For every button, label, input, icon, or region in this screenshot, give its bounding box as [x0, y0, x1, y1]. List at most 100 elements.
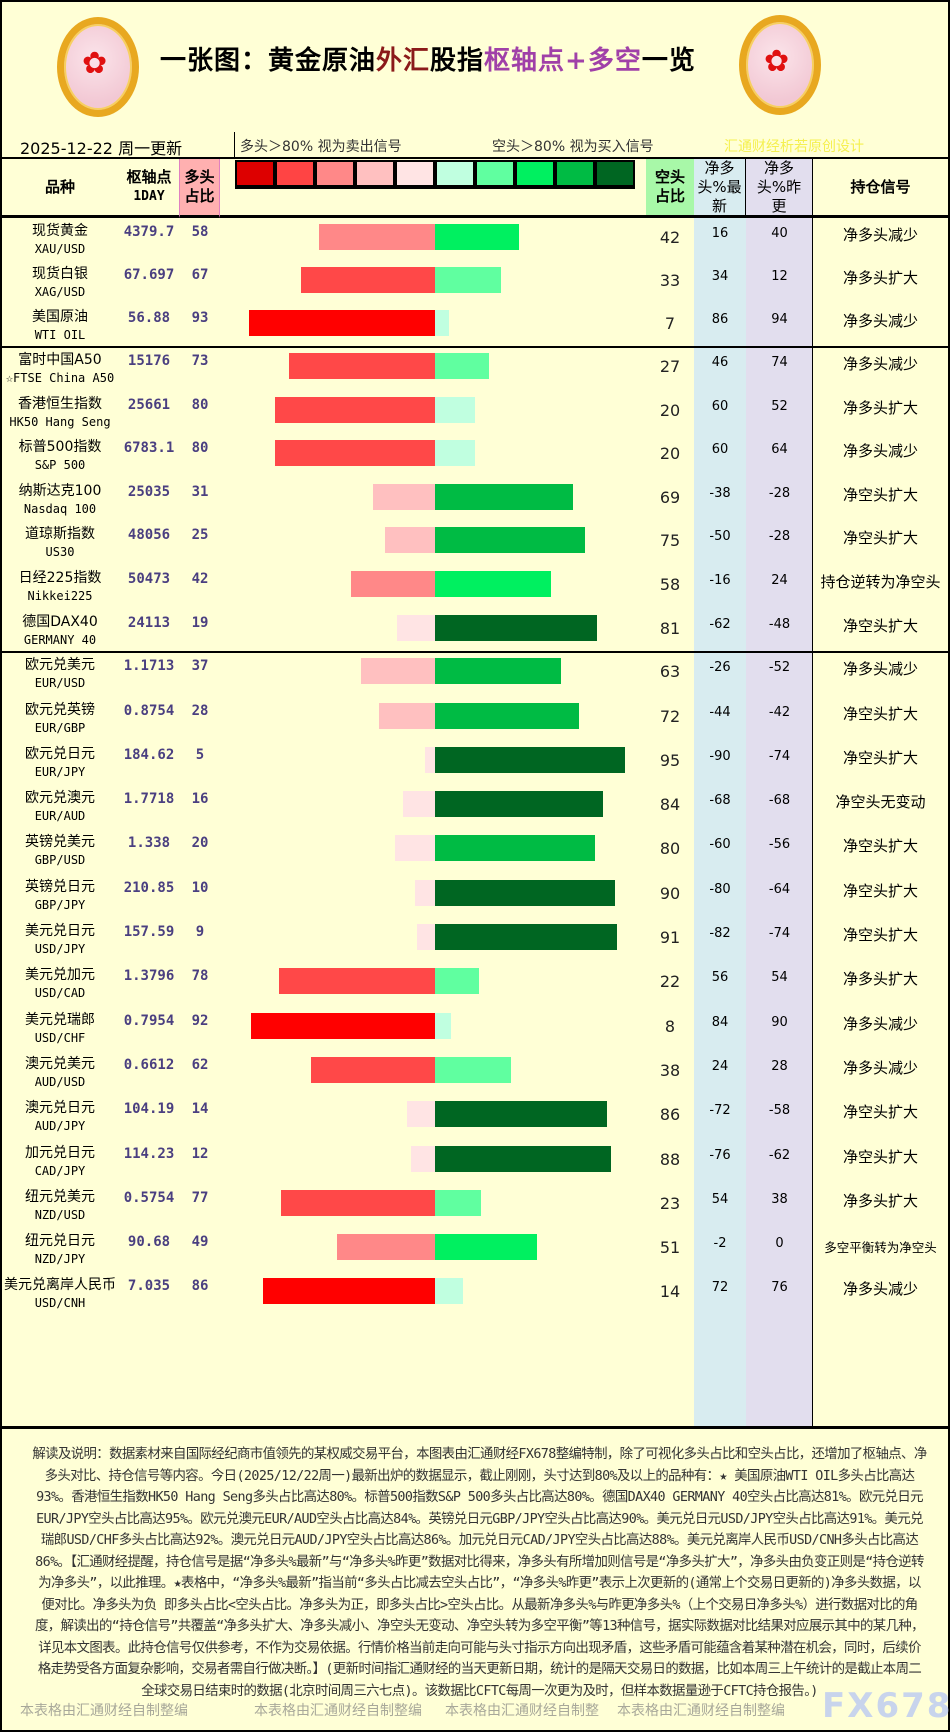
- net-long-latest: 34: [711, 269, 729, 284]
- header-pivot-sub: 1DAY: [133, 189, 165, 204]
- table-row: 美元兑瑞郎 USD/CHF 0.7954 92 8 84 90 净多头减少: [2, 1007, 948, 1051]
- net-long-latest: 56: [711, 970, 729, 986]
- logo-left: ✿: [57, 17, 139, 117]
- legend-swatch: [235, 160, 275, 189]
- net-long-prev: 76: [771, 1280, 788, 1296]
- position-signal: 净多头减少: [842, 660, 918, 679]
- short-ratio: 51: [659, 1238, 681, 1258]
- long-bar: [279, 968, 435, 995]
- position-signal: 净空头扩大: [842, 1103, 918, 1122]
- long-ratio: 37: [191, 658, 209, 675]
- instrument-code: CAD/JPY: [34, 1163, 86, 1178]
- title-part: 股指: [430, 46, 485, 76]
- position-signal: 净多头减少: [842, 312, 918, 330]
- short-bar: [435, 835, 595, 862]
- instrument-cn: 欧元兑美元: [25, 657, 95, 674]
- pivot-value: 56.88: [127, 310, 171, 326]
- net-long-prev: -42: [768, 704, 791, 720]
- instrument-name: 美元兑加元 USD/CAD: [2, 962, 118, 1002]
- short-bar: [435, 924, 617, 950]
- instrument-cn: 美元兑日元: [25, 923, 95, 939]
- flower-icon: ✿: [764, 44, 790, 79]
- instrument-name: 美国原油 WTI OIL: [2, 304, 118, 344]
- net-latest-column-bg: [694, 218, 746, 1426]
- instrument-cn: 纽元兑美元: [25, 1188, 95, 1205]
- net-long-latest: -90: [709, 748, 731, 764]
- position-signal: 净多头扩大: [842, 970, 918, 989]
- net-long-prev: -52: [768, 660, 791, 676]
- table-row: 欧元兑澳元 EUR/AUD 1.7718 16 84 -68 -68 净空头无变动: [2, 785, 948, 829]
- instrument-cn: 富时中国A50: [18, 352, 102, 368]
- instrument-name: 纽元兑美元 NZD/USD: [2, 1184, 118, 1224]
- instrument-code: USD/JPY: [34, 942, 86, 956]
- short-bar: [435, 483, 573, 510]
- position-signal: 净空头扩大: [842, 881, 918, 900]
- title-part: 一张图：黄金原油: [160, 46, 377, 76]
- table-row: 富时中国A50 ☆FTSE China A50 15176 73 27 46 74 净多头减少: [2, 347, 948, 391]
- instrument-name: 标普500指数 S&P 500: [2, 434, 118, 474]
- position-signal: 净多头减少: [842, 1280, 918, 1299]
- net-long-prev: 94: [771, 312, 788, 327]
- position-signal: 净空头扩大: [842, 1147, 918, 1166]
- short-ratio: 27: [659, 357, 681, 376]
- short-bar: [435, 527, 585, 554]
- table-row: 欧元兑英镑 EUR/GBP 0.8754 28 72 -44 -42 净空头扩大: [2, 697, 948, 741]
- instrument-cn: 澳元兑美元: [25, 1055, 95, 1072]
- net-long-latest: -50: [709, 529, 731, 545]
- instrument-code: S&P 500: [34, 458, 86, 473]
- instrument-name: 现货白银 XAG/USD: [2, 261, 118, 301]
- short-bar: [435, 440, 475, 467]
- short-bar: [435, 1189, 481, 1216]
- long-ratio: 58: [191, 224, 209, 240]
- pivot-value: 0.5754: [123, 1189, 175, 1206]
- instrument-cn: 德国DAX40: [22, 613, 98, 630]
- long-ratio: 49: [191, 1234, 209, 1251]
- pivot-value: 50473: [127, 571, 171, 587]
- title-part: 枢轴点+多空: [484, 46, 642, 76]
- position-signal: 净空头扩大: [842, 926, 918, 944]
- watermark: 本表格由汇通财经自制整编: [20, 1703, 188, 1719]
- table-row: 英镑兑日元 GBP/JPY 210.85 10 90 -80 -64 净空头扩大: [2, 874, 948, 918]
- long-bar: [385, 527, 435, 554]
- net-long-latest: -62: [709, 616, 731, 632]
- instrument-code: WTI OIL: [34, 328, 86, 342]
- instrument-cn: 英镑兑日元: [25, 878, 95, 895]
- long-bar: [395, 835, 435, 862]
- net-long-latest: -38: [709, 485, 731, 501]
- table-row: 美元兑日元 USD/JPY 157.59 9 91 -82 -74 净空头扩大: [2, 918, 948, 962]
- net-long-latest: -26: [709, 660, 731, 676]
- table-row: 英镑兑美元 GBP/USD 1.338 20 80 -60 -56 净空头扩大: [2, 829, 948, 873]
- long-ratio: 80: [191, 396, 209, 413]
- short-ratio: 38: [659, 1060, 681, 1080]
- group-divider: [2, 651, 948, 654]
- instrument-cn: 欧元兑澳元: [25, 790, 95, 807]
- position-signal: 净多头扩大: [842, 1191, 918, 1210]
- instrument-code: NZD/JPY: [34, 1252, 86, 1267]
- table-row: 纽元兑日元 NZD/JPY 90.68 49 51 -2 0 多空平衡转为净空头: [2, 1228, 948, 1272]
- short-ratio: 86: [659, 1105, 681, 1125]
- legend-swatch: [595, 160, 635, 189]
- instrument-cn: 现货黄金: [32, 223, 88, 239]
- short-ratio: 84: [659, 795, 681, 815]
- table-row: 标普500指数 S&P 500 6783.1 80 20 60 64 净多头减少: [2, 434, 948, 478]
- pivot-value: 4379.7: [123, 224, 175, 240]
- long-bar: [403, 791, 435, 818]
- pivot-value: 157.59: [123, 924, 175, 940]
- long-bar: [373, 483, 435, 510]
- long-bar: [319, 224, 435, 250]
- net-long-prev: -28: [768, 529, 791, 545]
- short-ratio: 8: [664, 1016, 676, 1036]
- long-bar: [417, 924, 435, 950]
- net-long-prev: 64: [771, 442, 788, 458]
- date-row: 2025-12-22 周一更新 多头＞80% 视为卖出信号 空头＞80% 视为买…: [2, 132, 948, 159]
- short-ratio: 33: [659, 271, 681, 290]
- header-net-latest: 净多头%最新: [694, 159, 746, 218]
- short-ratio: 42: [659, 228, 681, 247]
- instrument-name: 澳元兑美元 AUD/USD: [2, 1051, 118, 1091]
- legend-swatch: [315, 160, 355, 189]
- legend-swatch: [435, 160, 475, 189]
- long-bar: [263, 1278, 435, 1305]
- instrument-code: USD/CHF: [34, 1030, 86, 1045]
- long-bar: [361, 658, 435, 685]
- position-signal: 净多头减少: [842, 442, 918, 461]
